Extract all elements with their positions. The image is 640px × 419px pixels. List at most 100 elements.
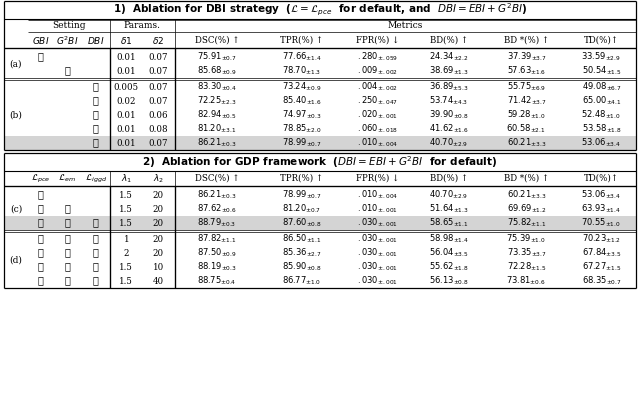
Text: $33.59_{\pm2.9}$: $33.59_{\pm2.9}$ xyxy=(582,51,621,63)
Text: ✓: ✓ xyxy=(64,218,70,228)
Text: 2: 2 xyxy=(124,248,129,258)
Text: $56.13_{\pm0.8}$: $56.13_{\pm0.8}$ xyxy=(429,275,468,287)
Text: $60.21_{\pm3.3}$: $60.21_{\pm3.3}$ xyxy=(507,137,546,149)
Text: $59.28_{\pm1.0}$: $59.28_{\pm1.0}$ xyxy=(507,109,546,121)
Text: $52.48_{\pm1.0}$: $52.48_{\pm1.0}$ xyxy=(582,109,621,121)
Text: ✓: ✓ xyxy=(37,277,44,285)
Bar xyxy=(4,1,636,150)
Text: 0.01: 0.01 xyxy=(116,111,136,119)
Text: $81.20_{\pm0.7}$: $81.20_{\pm0.7}$ xyxy=(282,203,321,215)
Text: $.010_{\pm.004}$: $.010_{\pm.004}$ xyxy=(357,189,399,201)
Text: $81.20_{\pm3.1}$: $81.20_{\pm3.1}$ xyxy=(197,123,236,135)
Text: 0.06: 0.06 xyxy=(148,111,168,119)
Text: 10: 10 xyxy=(153,262,164,272)
Text: $67.27_{\pm1.5}$: $67.27_{\pm1.5}$ xyxy=(582,261,621,273)
Text: $85.40_{\pm1.6}$: $85.40_{\pm1.6}$ xyxy=(282,95,321,107)
Text: $.030_{\pm.001}$: $.030_{\pm.001}$ xyxy=(357,233,398,245)
Text: 0.08: 0.08 xyxy=(148,124,168,134)
Text: $38.69_{\pm1.3}$: $38.69_{\pm1.3}$ xyxy=(429,65,468,77)
Text: $53.58_{\pm1.8}$: $53.58_{\pm1.8}$ xyxy=(582,123,621,135)
Text: TPR(%) ↑: TPR(%) ↑ xyxy=(280,174,323,183)
Text: DSC(%) ↑: DSC(%) ↑ xyxy=(195,174,239,183)
Text: ✓: ✓ xyxy=(37,235,44,243)
Text: $72.28_{\pm1.5}$: $72.28_{\pm1.5}$ xyxy=(507,261,546,273)
Text: $DBI$: $DBI$ xyxy=(87,35,104,46)
Text: ✓: ✓ xyxy=(64,248,70,258)
Text: $78.85_{\pm2.0}$: $78.85_{\pm2.0}$ xyxy=(282,123,321,135)
Text: $85.68_{\pm0.9}$: $85.68_{\pm0.9}$ xyxy=(197,65,237,77)
Text: ✓: ✓ xyxy=(64,204,70,214)
Text: $.010_{\pm.004}$: $.010_{\pm.004}$ xyxy=(357,137,399,149)
Text: $58.65_{\pm1.1}$: $58.65_{\pm1.1}$ xyxy=(429,217,468,229)
Text: $.060_{\pm.018}$: $.060_{\pm.018}$ xyxy=(357,123,398,135)
Text: BD *(%) ↑: BD *(%) ↑ xyxy=(504,36,549,45)
Text: $\mathcal{L}_{pce}$: $\mathcal{L}_{pce}$ xyxy=(31,173,50,184)
Text: $49.08_{\pm6.7}$: $49.08_{\pm6.7}$ xyxy=(582,81,621,93)
Text: (b): (b) xyxy=(10,111,22,119)
Text: $60.58_{\pm2.1}$: $60.58_{\pm2.1}$ xyxy=(506,123,546,135)
Text: $88.79_{\pm0.3}$: $88.79_{\pm0.3}$ xyxy=(197,217,237,229)
Text: FPR(%) ↓: FPR(%) ↓ xyxy=(356,174,399,183)
Text: 1.5: 1.5 xyxy=(119,218,133,228)
Text: 1.5: 1.5 xyxy=(119,262,133,272)
Text: $57.63_{\pm1.6}$: $57.63_{\pm1.6}$ xyxy=(507,65,546,77)
Text: $.009_{\pm.002}$: $.009_{\pm.002}$ xyxy=(357,65,398,77)
Text: ✓: ✓ xyxy=(93,124,99,134)
Text: $78.70_{\pm1.3}$: $78.70_{\pm1.3}$ xyxy=(282,65,321,77)
Bar xyxy=(4,64,636,78)
Text: $50.54_{\pm1.5}$: $50.54_{\pm1.5}$ xyxy=(582,65,621,77)
Bar xyxy=(4,274,636,288)
Bar xyxy=(4,50,636,64)
Text: $75.91_{\pm0.7}$: $75.91_{\pm0.7}$ xyxy=(197,51,237,63)
Text: ✓: ✓ xyxy=(93,83,99,91)
Text: 1.5: 1.5 xyxy=(119,204,133,214)
Text: $.250_{\pm.047}$: $.250_{\pm.047}$ xyxy=(357,95,398,107)
Text: ✓: ✓ xyxy=(37,248,44,258)
Text: $85.90_{\pm0.8}$: $85.90_{\pm0.8}$ xyxy=(282,261,321,273)
Bar xyxy=(4,80,636,94)
Bar xyxy=(4,246,636,260)
Text: $\mathcal{L}_{em}$: $\mathcal{L}_{em}$ xyxy=(58,173,76,184)
Text: 20: 20 xyxy=(153,235,164,243)
Text: 0.02: 0.02 xyxy=(116,96,136,106)
Text: (d): (d) xyxy=(10,256,22,264)
Text: $\delta2$: $\delta2$ xyxy=(152,35,164,46)
Text: $88.19_{\pm0.3}$: $88.19_{\pm0.3}$ xyxy=(197,261,237,273)
Text: $G^2BI$: $G^2BI$ xyxy=(56,34,79,47)
Text: (a): (a) xyxy=(10,59,22,68)
Text: $41.62_{\pm1.6}$: $41.62_{\pm1.6}$ xyxy=(429,123,468,135)
Bar xyxy=(4,108,636,122)
Text: $88.75_{\pm0.4}$: $88.75_{\pm0.4}$ xyxy=(197,275,237,287)
Text: $56.04_{\pm3.5}$: $56.04_{\pm3.5}$ xyxy=(429,247,468,259)
Text: ✓: ✓ xyxy=(64,262,70,272)
Bar xyxy=(4,216,636,230)
Bar xyxy=(4,260,636,274)
Text: $69.69_{\pm1.2}$: $69.69_{\pm1.2}$ xyxy=(507,203,546,215)
Text: $87.60_{\pm0.8}$: $87.60_{\pm0.8}$ xyxy=(282,217,321,229)
Text: $36.89_{\pm5.3}$: $36.89_{\pm5.3}$ xyxy=(429,81,468,93)
Text: $72.25_{\pm2.3}$: $72.25_{\pm2.3}$ xyxy=(197,95,237,107)
Text: $.030_{\pm.001}$: $.030_{\pm.001}$ xyxy=(357,247,398,259)
Text: $86.21_{\pm0.3}$: $86.21_{\pm0.3}$ xyxy=(197,189,237,201)
Text: 0.005: 0.005 xyxy=(114,83,139,91)
Text: $.030_{\pm.001}$: $.030_{\pm.001}$ xyxy=(357,275,398,287)
Text: TD(%)↑: TD(%)↑ xyxy=(584,36,619,45)
Text: $53.74_{\pm4.3}$: $53.74_{\pm4.3}$ xyxy=(429,95,468,107)
Bar xyxy=(4,202,636,216)
Text: $53.06_{\pm3.4}$: $53.06_{\pm3.4}$ xyxy=(581,137,621,149)
Text: ✓: ✓ xyxy=(64,235,70,243)
Text: ✓: ✓ xyxy=(93,277,99,285)
Text: TPR(%) ↑: TPR(%) ↑ xyxy=(280,36,323,45)
Text: FPR(%) ↓: FPR(%) ↓ xyxy=(356,36,399,45)
Text: 1.5: 1.5 xyxy=(119,191,133,199)
Text: 0.07: 0.07 xyxy=(148,139,168,147)
Text: 0.01: 0.01 xyxy=(116,52,136,62)
Text: ✓: ✓ xyxy=(93,96,99,106)
Text: $71.42_{\pm3.7}$: $71.42_{\pm3.7}$ xyxy=(507,95,546,107)
Text: $86.50_{\pm1.1}$: $86.50_{\pm1.1}$ xyxy=(282,233,321,245)
Text: ✓: ✓ xyxy=(93,248,99,258)
Bar xyxy=(4,94,636,108)
Text: $74.97_{\pm0.3}$: $74.97_{\pm0.3}$ xyxy=(282,109,321,121)
Text: 1.5: 1.5 xyxy=(119,277,133,285)
Text: $87.82_{\pm1.1}$: $87.82_{\pm1.1}$ xyxy=(197,233,237,245)
